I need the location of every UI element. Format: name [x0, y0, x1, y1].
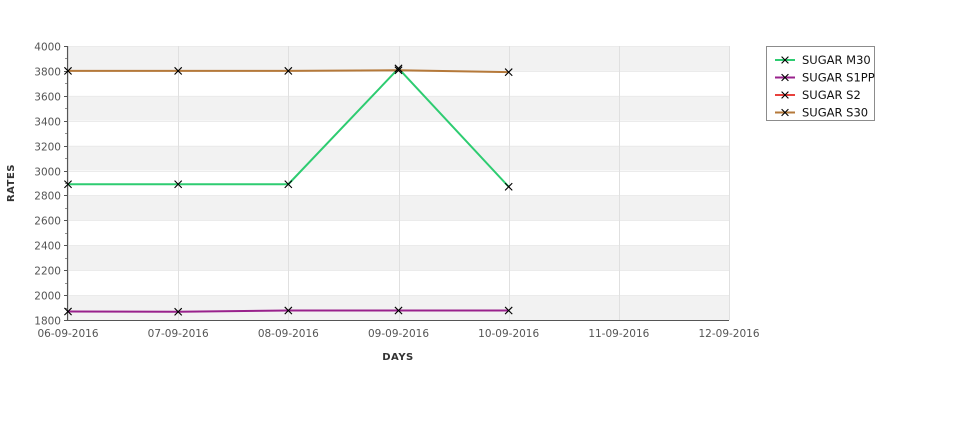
data-point-marker [284, 180, 293, 189]
legend-marker-icon [781, 91, 789, 99]
x-tick-label: 11-09-2016 [588, 328, 649, 340]
data-point-marker [64, 180, 72, 189]
legend-item[interactable]: SUGAR S1PP [775, 71, 875, 85]
y-tick-label: 1800 [34, 316, 61, 328]
data-point-marker [174, 66, 183, 75]
legend-marker-icon [781, 56, 789, 64]
x-tick-label: 07-09-2016 [148, 328, 209, 340]
legend-item-label: SUGAR S2 [802, 88, 861, 102]
y-tick-label: 2000 [34, 291, 61, 303]
legend-items: SUGAR M30 SUGAR S1PP SUGAR S2 SUGAR S30 [775, 53, 875, 120]
y-tick-label: 3200 [34, 142, 61, 154]
y-tick-label: 2400 [34, 241, 61, 253]
x-axis-tick-labels: 06-09-2016 07-09-2016 08-09-2016 09-09-2016… [37, 328, 759, 340]
y-tick-label: 2200 [34, 266, 61, 278]
y-axis-tick-labels: 1800 2000 2200 2400 2600 2800 3000 3200 3400 3600… [34, 42, 61, 328]
data-point-marker [284, 66, 293, 75]
legend[interactable]: SUGAR M30 SUGAR S1PP SUGAR S2 SUGAR S30 [766, 46, 875, 121]
legend-marker-icon [781, 108, 789, 117]
plot-band [68, 46, 729, 71]
data-markers-group [64, 64, 513, 316]
x-tick-label: 08-09-2016 [258, 328, 319, 340]
y-tick-label: 2800 [34, 191, 61, 203]
data-point-marker [64, 66, 72, 75]
plot-band [68, 145, 729, 171]
data-point-marker [504, 306, 513, 315]
legend-item[interactable]: SUGAR S30 [775, 106, 868, 120]
plot-band [68, 195, 729, 221]
data-point-marker [394, 306, 403, 315]
x-tick-label: 09-09-2016 [368, 328, 429, 340]
x-tick-label: 10-09-2016 [478, 328, 539, 340]
y-tick-label: 3800 [34, 67, 61, 79]
y-tick-label: 3400 [34, 117, 61, 129]
data-point-marker [174, 180, 183, 189]
legend-item[interactable]: SUGAR S2 [775, 88, 861, 102]
y-tick-label: 3600 [34, 92, 61, 104]
data-point-marker [504, 68, 513, 77]
data-point-marker [394, 66, 403, 75]
y-axis-label: RATES [6, 164, 17, 202]
x-axis-label: DAYS [382, 352, 414, 363]
legend-item[interactable]: SUGAR M30 [775, 53, 871, 67]
legend-item-label: SUGAR S1PP [802, 71, 875, 85]
x-tick-label: 12-09-2016 [698, 328, 759, 340]
y-tick-label: 4000 [34, 42, 61, 54]
legend-item-label: SUGAR S30 [802, 106, 868, 120]
data-point-marker [64, 307, 72, 316]
data-point-marker [504, 182, 513, 191]
plot-band [68, 95, 729, 121]
legend-item-label: SUGAR M30 [802, 53, 871, 67]
data-point-marker [394, 64, 403, 73]
y-tick-label: 3000 [34, 167, 61, 179]
data-point-marker [174, 307, 183, 316]
data-point-marker [284, 306, 293, 315]
legend-marker-icon [781, 73, 789, 82]
x-tick-label: 06-09-2016 [37, 328, 98, 340]
plot-band [68, 245, 729, 271]
plot-band [68, 295, 729, 320]
y-tick-label: 2600 [34, 216, 61, 228]
